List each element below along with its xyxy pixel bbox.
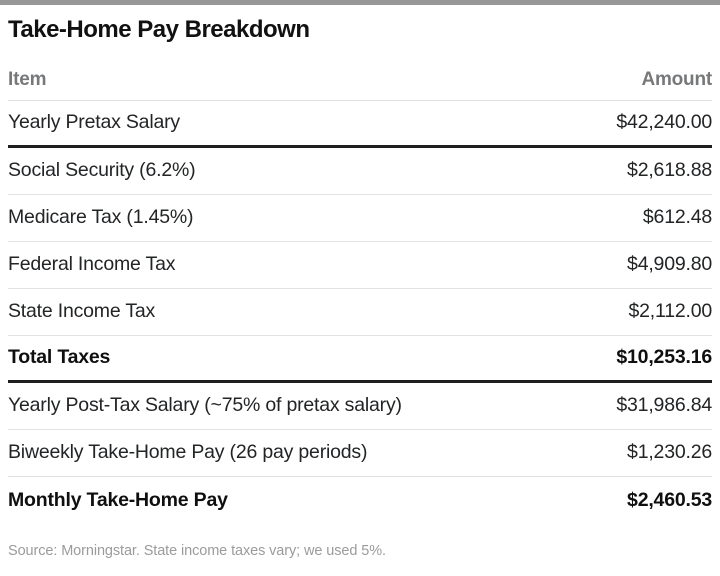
row-amount-value: $31,986.84: [616, 394, 712, 417]
row-item-label: Social Security (6.2%): [8, 159, 196, 182]
table-row-yearly-pretax-salary: Yearly Pretax Salary $42,240.00: [8, 101, 712, 148]
row-item-label: Monthly Take-Home Pay: [8, 488, 228, 511]
top-rule: [0, 0, 720, 5]
row-amount-value: $2,618.88: [627, 159, 712, 182]
table-row-social-security: Social Security (6.2%) $2,618.88: [8, 148, 712, 195]
row-amount-value: $612.48: [642, 206, 712, 229]
row-amount-value: $2,112.00: [628, 300, 712, 323]
row-amount-value: $42,240.00: [616, 111, 712, 134]
row-amount-value: $10,253.16: [616, 346, 712, 369]
row-amount-value: $1,230.26: [627, 441, 712, 464]
page-title: Take-Home Pay Breakdown: [8, 16, 310, 43]
table-row-medicare-tax: Medicare Tax (1.45%) $612.48: [8, 195, 712, 242]
table-row-yearly-post-tax-salary: Yearly Post-Tax Salary (~75% of pretax s…: [8, 383, 712, 430]
table-row-monthly-take-home-pay: Monthly Take-Home Pay $2,460.53: [8, 477, 712, 524]
row-amount-value: $4,909.80: [627, 253, 712, 276]
row-item-label: Yearly Pretax Salary: [8, 111, 180, 134]
table-header-row: Item Amount: [8, 45, 712, 101]
table-row-biweekly-take-home-pay: Biweekly Take-Home Pay (26 pay periods) …: [8, 430, 712, 477]
column-header-amount: Amount: [641, 68, 712, 90]
table-row-total-taxes: Total Taxes $10,253.16: [8, 336, 712, 383]
source-note: Source: Morningstar. State income taxes …: [8, 542, 386, 559]
row-item-label: Medicare Tax (1.45%): [8, 206, 194, 229]
table-row-state-income-tax: State Income Tax $2,112.00: [8, 289, 712, 336]
table-row-federal-income-tax: Federal Income Tax $4,909.80: [8, 242, 712, 289]
row-item-label: Federal Income Tax: [8, 253, 176, 276]
column-header-item: Item: [8, 68, 47, 90]
row-item-label: Yearly Post-Tax Salary (~75% of pretax s…: [8, 394, 402, 417]
row-item-label: Total Taxes: [8, 346, 111, 369]
row-item-label: State Income Tax: [8, 300, 156, 323]
row-amount-value: $2,460.53: [627, 488, 712, 511]
row-item-label: Biweekly Take-Home Pay (26 pay periods): [8, 441, 368, 464]
